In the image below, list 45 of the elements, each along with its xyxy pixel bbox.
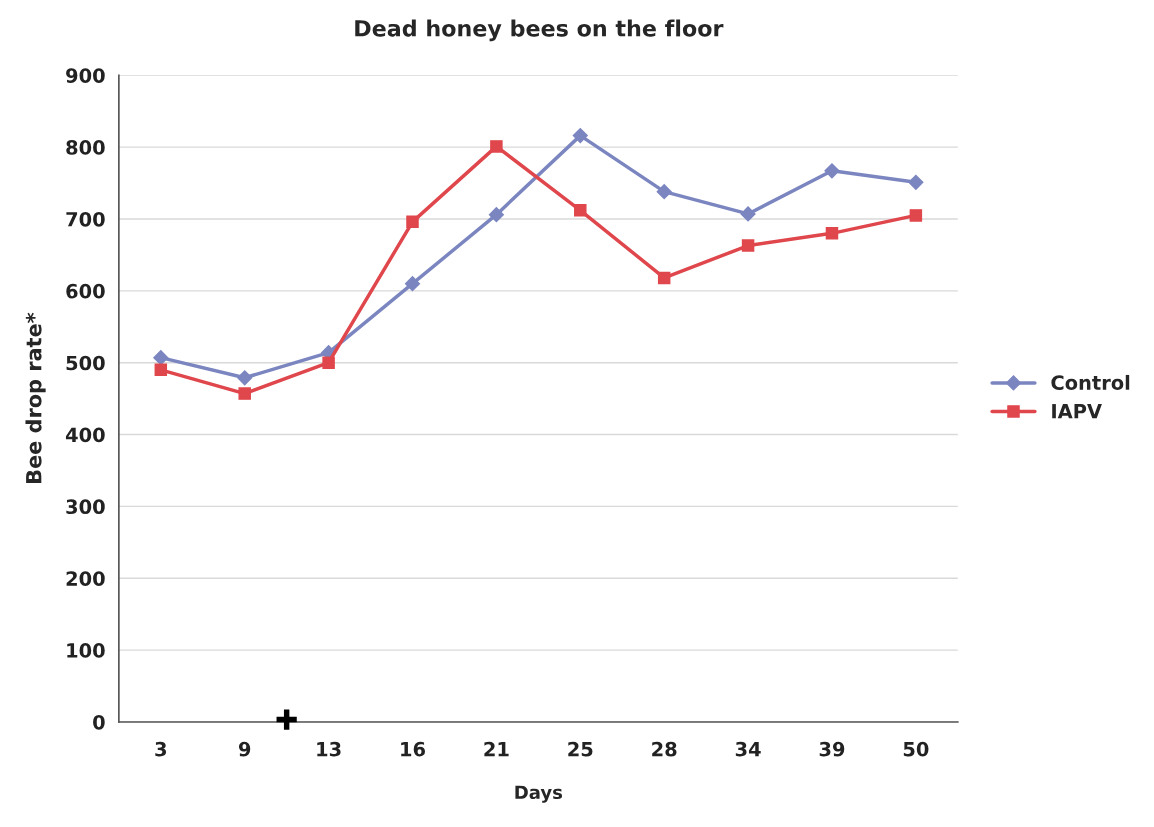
x-tick-label: 9 bbox=[238, 741, 251, 757]
chart-title: Dead honey bees on the floor bbox=[355, 19, 724, 42]
x-tick-label: 13 bbox=[317, 741, 341, 757]
y-tick-label: 300 bbox=[66, 499, 105, 515]
point bbox=[740, 206, 756, 222]
y-axis-title: Bee drop rate* bbox=[25, 312, 46, 483]
point bbox=[657, 271, 671, 285]
point bbox=[488, 207, 504, 223]
y-tick-label: 0 bbox=[93, 714, 105, 730]
x-tick-label: 39 bbox=[819, 741, 845, 757]
y-tick-label: 500 bbox=[66, 355, 105, 371]
point bbox=[909, 209, 923, 222]
x-tick-label: 34 bbox=[735, 741, 761, 757]
point bbox=[154, 363, 168, 377]
point bbox=[825, 227, 839, 240]
point bbox=[572, 128, 588, 144]
x-axis-title: Days bbox=[515, 785, 563, 803]
y-tick-label: 100 bbox=[67, 643, 105, 658]
x-tick-label: 16 bbox=[401, 741, 425, 757]
point bbox=[153, 350, 169, 366]
point bbox=[322, 356, 335, 369]
legend-label: IAPV bbox=[1052, 404, 1102, 419]
y-tick-label: 700 bbox=[66, 211, 105, 227]
x-tick-label: 21 bbox=[484, 741, 509, 757]
y-tick-label: 200 bbox=[66, 571, 105, 586]
legend-label: Control bbox=[1051, 374, 1130, 390]
point bbox=[237, 370, 253, 386]
y-tick-label: 400 bbox=[65, 427, 105, 443]
annotation: ✚ bbox=[276, 709, 297, 730]
point bbox=[238, 387, 251, 400]
point bbox=[656, 184, 672, 200]
y-tick-label: 600 bbox=[66, 283, 105, 299]
x-tick-label: 50 bbox=[903, 741, 929, 757]
point bbox=[908, 174, 924, 190]
y-tick-label: 800 bbox=[66, 140, 105, 155]
point bbox=[824, 163, 840, 179]
point bbox=[574, 204, 587, 217]
point bbox=[404, 276, 421, 292]
point bbox=[406, 215, 419, 229]
y-tick-label: 900 bbox=[66, 68, 105, 83]
point bbox=[490, 140, 503, 153]
x-tick-label: 3 bbox=[155, 741, 167, 757]
x-tick-label: 28 bbox=[652, 741, 677, 757]
x-tick-label: 25 bbox=[568, 741, 593, 757]
point bbox=[741, 239, 755, 252]
